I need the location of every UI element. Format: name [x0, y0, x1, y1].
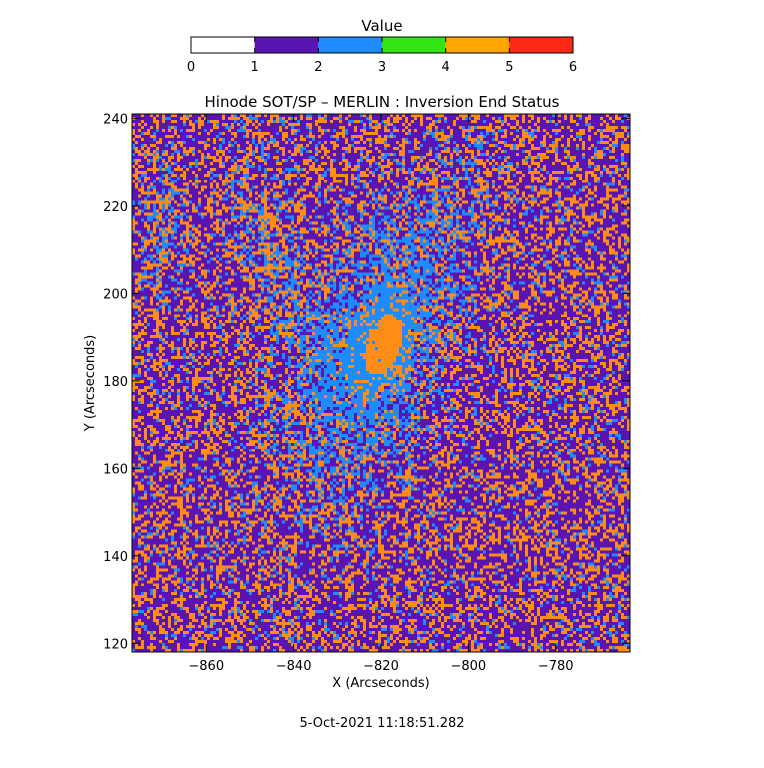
chart-title: Hinode SOT/SP – MERLIN : Inversion End S…: [205, 93, 560, 111]
colorbar-bin-1: [254, 37, 319, 53]
x-tick-label: −780: [538, 659, 574, 674]
y-tick-label: 200: [103, 287, 128, 302]
colorbar-tick-label: 1: [251, 60, 259, 75]
colorbar-tick-label: 4: [442, 60, 450, 75]
colorbar-bin-5: [509, 37, 573, 53]
colorbar-tick-label: 3: [378, 60, 386, 75]
colorbar-tick-label: 2: [314, 60, 322, 75]
colorbar-bin-4: [445, 37, 510, 53]
x-tick-label: −840: [276, 659, 312, 674]
x-tick-label: −860: [188, 659, 224, 674]
colorbar-tick-label: 6: [569, 60, 577, 75]
heatmap-image: [132, 114, 630, 652]
heatmap-area: [132, 114, 630, 652]
colorbar-ticks: 0 1 2 3 4 5 6: [187, 37, 577, 75]
y-axis: 120 140 160 180 200 220 240: [103, 112, 630, 652]
colorbar: Value 0 1 2 3 4 5 6: [187, 17, 577, 75]
colorbar-bin-3: [382, 37, 446, 53]
y-tick-label: 180: [103, 375, 128, 390]
x-axis: −860 −840 −820 −800 −780: [188, 114, 574, 674]
y-tick-label: 120: [103, 637, 128, 652]
y-axis-label: Y (Arcseconds): [83, 335, 98, 432]
x-tick-label: −800: [451, 659, 487, 674]
y-tick-label: 160: [103, 462, 128, 477]
colorbar-bin-0: [191, 37, 255, 53]
x-axis-label: X (Arcseconds): [332, 676, 429, 691]
colorbar-bin-2: [318, 37, 382, 53]
x-tick-label: −820: [363, 659, 399, 674]
y-tick-label: 140: [103, 550, 128, 565]
y-tick-label: 220: [103, 200, 128, 215]
y-tick-label: 240: [103, 112, 128, 127]
colorbar-tick-label: 0: [187, 60, 195, 75]
colorbar-title: Value: [361, 17, 402, 35]
chart-svg: Value 0 1 2 3 4 5 6 Hinode SOT/SP – MERLIN : I…: [83, 17, 631, 691]
colorbar-tick-label: 5: [505, 60, 513, 75]
timestamp-footer: 5-Oct-2021 11:18:51.282: [299, 716, 465, 731]
